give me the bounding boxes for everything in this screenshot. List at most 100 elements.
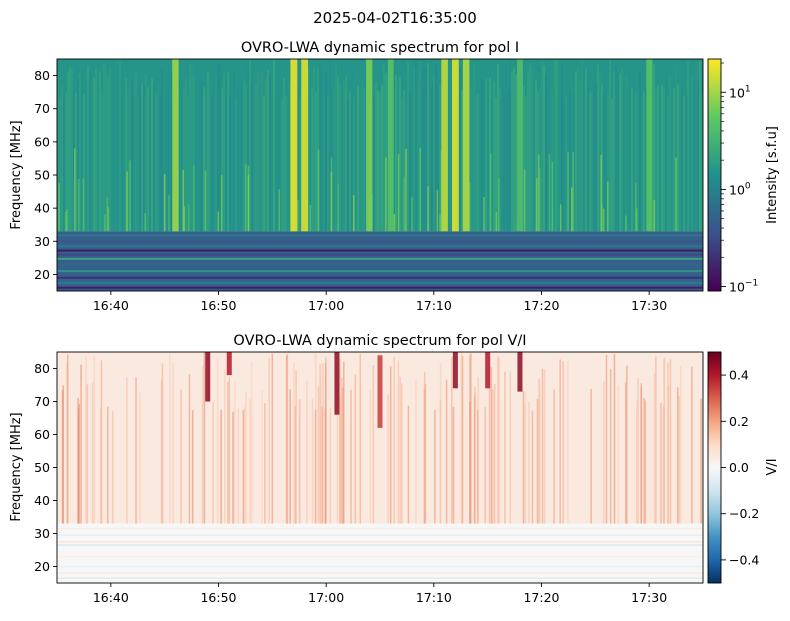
panel-pol-v-over-i: OVRO-LWA dynamic spectrum for pol V/I 20… [9,333,780,605]
pol-i-texture [381,84,383,232]
pol-v-over-i-streak [369,389,372,524]
pol-i-texture [503,92,505,232]
pol-i-streak [74,148,76,232]
pol-i-texture [565,94,567,232]
pol-v-over-i-streak [663,357,665,524]
pol-i-texture [403,90,405,232]
pol-i-texture [75,92,77,232]
pol-i-texture [573,90,575,232]
pol-i-streak [572,152,574,232]
pol-i-texture [103,63,105,232]
pol-v-over-i-streak [667,362,669,524]
pol-i-texture [385,73,387,232]
pol-i-texture [661,84,663,232]
pol-i-texture [593,91,595,232]
pol-i-texture [401,98,403,232]
pol-i-texture [263,96,265,232]
pol-i-streak [405,148,407,232]
pol-i-streak [427,186,429,232]
pol-v-over-i-streak [624,382,627,524]
pol-v-over-i-streak [653,373,656,524]
pol-i-texture [413,69,415,232]
pol-i-streak [548,153,551,232]
pol-i-texture [495,97,497,232]
x-tick-label: 17:30 [631,590,667,605]
pol-v-over-i-streak [488,356,491,524]
pol-v-over-i-streak [613,354,616,524]
pol-i-texture [625,75,627,232]
x-tick-label: 17:20 [523,298,559,313]
pol-i-texture [433,75,435,232]
pol-i-texture [109,69,111,232]
pol-v-over-i-streak [387,394,389,524]
colorbar-tick-label: 10−1 [729,279,758,295]
pol-i-texture [137,97,139,232]
pol-i-heatmap [57,59,703,291]
pol-v-over-i-streak [79,380,82,524]
pol-i-texture [251,78,253,232]
pol-i-texture [415,62,417,232]
pol-i-texture [337,76,339,232]
pol-i-texture [77,77,79,232]
pol-i-lower-stripe [57,281,703,284]
pol-i-streak [278,189,280,232]
pol-i-texture [321,72,323,232]
pol-i-texture [497,63,499,232]
pol-i-y-ticks: 20 30 40 50 60 70 80 [34,68,57,282]
pol-i-texture [57,71,59,232]
pol-i-texture [479,78,481,232]
pol-i-texture [223,73,225,232]
pol-i-texture [409,92,411,232]
pol-i-texture [273,60,275,232]
pol-i-texture [587,81,589,232]
pol-i-texture [341,63,343,232]
x-tick-label: 17:20 [523,590,559,605]
pol-i-texture [609,59,611,232]
pol-i-texture [209,78,211,232]
pol-i-texture [309,93,311,232]
pol-v-over-i-streak [539,384,541,524]
pol-v-over-i-streak [617,385,620,524]
pol-v-over-i-streak [243,407,246,524]
pol-i-texture [605,95,607,232]
pol-i-texture [123,67,125,232]
pol-i-streak [192,165,195,232]
pol-i-streak [419,147,421,232]
pol-v-over-i-streak [172,362,174,524]
pol-i-texture [671,94,673,232]
pol-i-texture [635,92,637,232]
pol-v-over-i-streak [541,368,544,524]
pol-i-texture [187,95,189,232]
pol-i-texture [355,77,357,232]
pol-i-texture [473,60,475,232]
pol-i-streak [77,178,80,232]
pol-i-streak [244,163,247,232]
pol-i-texture [539,88,541,232]
pol-i-texture [215,74,217,232]
pol-v-over-i-streak [135,377,137,524]
pol-v-over-i-streak [216,358,219,524]
pol-i-texture [79,73,81,232]
pol-i-texture [545,74,547,232]
pol-i-texture [63,94,65,232]
pol-v-over-i-streak [268,357,270,524]
pol-i-streak [537,154,540,232]
pol-i-texture [261,71,263,232]
pol-i-texture [133,79,135,232]
pol-v-over-i-streak [289,389,291,524]
y-tick-label: 40 [34,201,50,216]
pol-i-streak [385,157,387,232]
pol-v-over-i-streak [317,386,320,524]
pol-i-streak [567,151,569,232]
pol-i-streak [204,170,207,232]
pol-i-texture [97,93,99,232]
pol-v-over-i-streak [490,367,493,524]
pol-i-texture [211,94,213,232]
pol-i-texture [483,77,485,232]
pol-i-streak [539,168,541,232]
pol-i-lower-stripe [57,286,703,289]
y-tick-label: 20 [34,559,50,574]
pol-v-over-i-streak [314,409,317,524]
pol-i-texture [151,78,153,232]
pol-v-over-i-streak [372,364,375,524]
